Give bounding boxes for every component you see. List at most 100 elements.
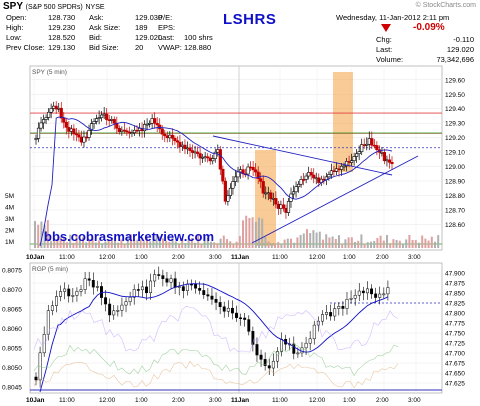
volume-bar [347, 237, 350, 248]
candle-body [337, 168, 341, 171]
candle-body [183, 144, 187, 150]
x-tick-label: 3:00 [408, 254, 421, 261]
quote-label: Last: [376, 45, 393, 54]
rgp-candle-body [337, 306, 341, 309]
candle-body [170, 134, 174, 139]
x-tick-label: 2:00 [376, 397, 389, 404]
x-tick-label: 11:00 [59, 254, 75, 261]
x-tick-label: 2:00 [376, 254, 389, 261]
y-tick-label-left: 0.8045 [2, 385, 22, 392]
rgp-candle-body [140, 286, 144, 291]
price-panel-frame [29, 65, 443, 251]
change-percent: -0.09% [413, 22, 445, 33]
candle-body [72, 128, 76, 135]
rgp-candle-body [341, 306, 345, 309]
brand-label: © StockCharts.com [415, 2, 476, 9]
volume-bar [363, 243, 366, 248]
ascending-trendline [251, 155, 419, 244]
candle-body [117, 127, 121, 132]
volume-bar [126, 237, 129, 248]
chart-annotation-title: LSHRS [223, 11, 277, 28]
rgp-candle-body [374, 293, 378, 298]
rgp-candle-body [263, 359, 267, 366]
volume-bar [130, 234, 132, 248]
candle-body [332, 170, 336, 173]
volume-bar [280, 243, 283, 248]
candle-body [256, 171, 260, 179]
rgp-candle-body [312, 324, 316, 340]
volume-bar [386, 235, 388, 248]
rgp-candle-body [370, 288, 373, 295]
rgp-candle-body [55, 296, 58, 306]
candle-body [89, 123, 94, 131]
rgp-candle-body [95, 286, 99, 288]
rgp-candle-body [353, 294, 357, 299]
candle-body [168, 134, 172, 139]
y-tick-label-left: 0.8060 [2, 326, 22, 333]
candle-body [47, 111, 51, 118]
volume-tick-label: 1M [5, 239, 14, 246]
rgp-candle-body [181, 286, 185, 291]
quote-value: 189 [135, 23, 148, 32]
candle-body [352, 156, 356, 161]
symbol-title: SPY (S&P 500 SPDRs) NYSE [3, 1, 105, 12]
rgp-candle-body [161, 275, 165, 279]
volume-bar [120, 239, 123, 248]
x-tick-label: 11:00 [272, 254, 288, 261]
quote-label: Last: [158, 33, 175, 42]
quote-label: Bid Size: [89, 43, 119, 52]
candle-body [127, 131, 132, 134]
rgp-candle-body [357, 290, 361, 296]
volume-bar [114, 236, 116, 248]
candle-body [145, 123, 149, 126]
x-tick-label: 12:00 [309, 254, 326, 261]
x-tick-label: 10Jan [26, 397, 44, 404]
rgp-candle-body [59, 291, 63, 297]
quote-label: Chg: [376, 35, 392, 44]
rgp-candle-body [75, 291, 79, 296]
candle-body [100, 114, 104, 118]
x-tick-label: 12:00 [99, 397, 116, 404]
candle-body [350, 160, 354, 163]
quote-datetime: Wednesday, 11-Jan-2012 2:11 pm [336, 13, 450, 22]
candle-body [84, 136, 89, 139]
volume-bar [277, 242, 280, 248]
volume-bar [152, 235, 155, 248]
y-tick-label: 129.40 [445, 106, 465, 113]
candle-body [238, 169, 243, 173]
rgp-candle-body [116, 310, 120, 312]
volume-bar [411, 239, 414, 248]
volume-bar [283, 239, 286, 248]
candle-body [180, 144, 185, 147]
y-tick-label-left: 0.8070 [2, 287, 22, 294]
volume-bar [424, 238, 427, 248]
candle-body [87, 130, 91, 138]
moving-average-line [39, 116, 393, 247]
volume-bar [213, 242, 216, 248]
candle-body [39, 122, 43, 129]
quote-label: Prev Close: [6, 43, 45, 52]
quote-label: High: [6, 23, 24, 32]
volume-bar [146, 236, 148, 248]
candle-body [173, 137, 177, 141]
volume-bar [251, 217, 254, 248]
y-tick-label: 128.80 [445, 193, 465, 200]
rgp-candle-body [386, 287, 390, 295]
volume-bar [101, 243, 104, 248]
volume-bar [366, 242, 369, 248]
quote-value: 129.230 [48, 23, 76, 32]
y-tick-label: 129.50 [445, 92, 465, 99]
volume-bar [430, 236, 433, 248]
y-tick-label: 128.90 [445, 179, 465, 186]
candle-body [67, 127, 71, 132]
x-tick-label: 3:00 [209, 254, 222, 261]
quote-label: EPS: [158, 23, 176, 32]
volume-bar [206, 237, 209, 248]
volume-bar [299, 234, 302, 248]
x-tick-label: 12:00 [99, 254, 116, 261]
rgp-candle-body [145, 286, 148, 293]
y-tick-label: 129.00 [445, 164, 465, 171]
volume-bar [117, 242, 120, 248]
volume-bar [248, 217, 251, 248]
